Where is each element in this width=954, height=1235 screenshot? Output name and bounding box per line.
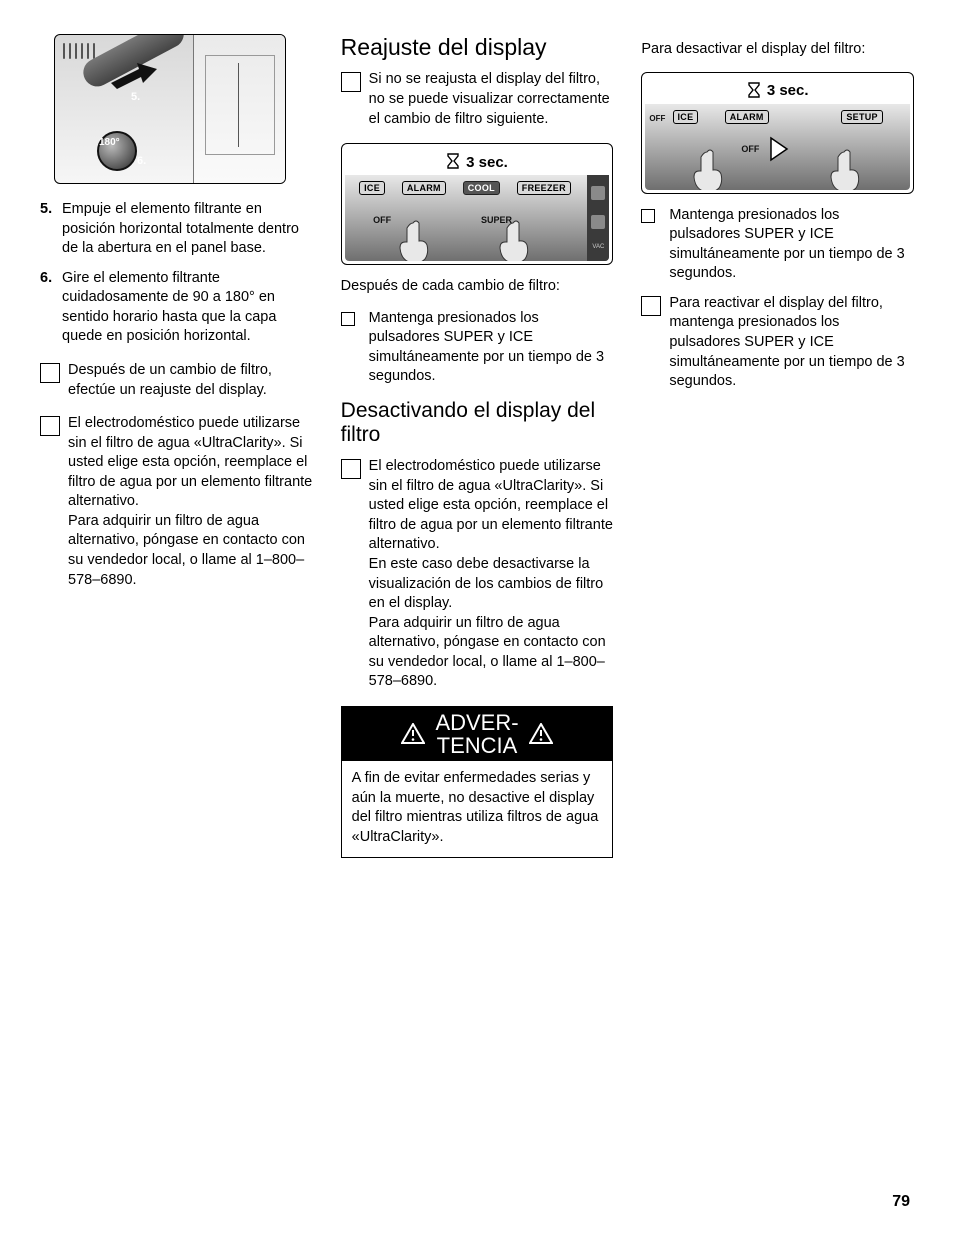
bullet-text: Mantenga presionados los pulsadores SUPE… [369,309,614,387]
note-block: El electrodoméstico puede utilizarse sin… [40,414,313,590]
note-text: Después de un cambio de filtro, efectúe … [68,361,313,400]
bullet-text: Mantenga presionados los pulsadores SUPE… [669,206,914,284]
paragraph: Para desactivar el display del filtro: [641,40,914,60]
step-list: 5. Empuje el elemento filtrante en posic… [40,200,313,347]
panel-time-label: 3 sec. [466,154,508,171]
step-number: 6. [40,269,62,347]
column-2: Reajuste del display Si no se reajusta e… [341,34,614,858]
step-text: Gire el elemento filtrante cuidadosament… [62,269,313,347]
note-text: Para adquirir un filtro de agua alternat… [369,614,614,692]
note-checkbox-icon [641,296,661,316]
note-text-group: El electrodoméstico puede utilizarse sin… [68,414,313,590]
side-text: VAC [592,244,604,250]
hourglass-icon [747,82,761,100]
figure-callout-5: 5. [131,91,140,103]
panel-button-alarm: ALARM [725,110,769,124]
hand-icon [497,219,533,261]
note-checkbox-icon [40,416,60,436]
panel-side-strip: VAC [587,175,609,261]
paragraph: Después de cada cambio de filtro: [341,277,614,297]
bullet-item: Mantenga presionados los pulsadores SUPE… [341,309,614,387]
warning-triangle-icon [529,723,553,745]
figure-callout-6: 6. [137,155,146,167]
warning-title: ADVER- TENCIA [435,711,518,757]
figure-panel-a: 3 sec. ICE ALARM COOL FREEZER OFF [341,143,614,265]
panel-button-cool: COOL [463,181,500,195]
manual-page: 5. 180° 6. 5. Empuje el elemento filtran… [0,0,954,1235]
side-icon [591,215,605,229]
figure-callout-180: 180° [99,137,120,148]
hand-icon [828,148,864,190]
panel-button-ice: ICE [359,181,385,195]
note-text: El electrodoméstico puede utilizarse sin… [68,414,313,512]
note-block: Para reactivar el display del filtro, ma… [641,294,914,392]
figure-filter-install: 5. 180° 6. [54,34,286,184]
note-text: Para reactivar el display del filtro, ma… [669,294,914,392]
note-text-group: El electrodoméstico puede utilizarse sin… [369,457,614,692]
note-text: El electrodoméstico puede utilizarse sin… [369,457,614,555]
warning-box: ADVER- TENCIA A fin de evitar enfermedad… [341,706,614,858]
side-icon [591,186,605,200]
figure-panel-b: 3 sec. OFF ICE ALARM SETUP [641,72,914,194]
note-text: Para adquirir un filtro de agua alternat… [68,512,313,590]
note-checkbox-icon [341,459,361,479]
step-5: 5. Empuje el elemento filtrante en posic… [40,200,313,259]
panel-button-ice: ICE [673,110,699,124]
heading-reajuste: Reajuste del display [341,34,614,60]
hand-icon [691,148,727,190]
columns: 5. 180° 6. 5. Empuje el elemento filtran… [40,34,914,858]
note-block: El electrodoméstico puede utilizarse sin… [341,457,614,692]
bullet-icon [641,209,655,223]
panel-button-setup: SETUP [841,110,883,124]
page-number: 79 [892,1193,910,1211]
panel-button-freezer: FREEZER [517,181,571,195]
bullet-item: Mantenga presionados los pulsadores SUPE… [641,206,914,284]
panel-button-alarm: ALARM [402,181,446,195]
panel-time-label: 3 sec. [767,82,809,99]
hand-icon [397,219,433,261]
note-block: Después de un cambio de filtro, efectúe … [40,361,313,400]
warning-body: A fin de evitar enfermedades serias y aú… [342,761,613,857]
warning-text: A fin de evitar enfermedades serias y aú… [352,769,603,847]
step-number: 5. [40,200,62,259]
step-6: 6. Gire el elemento filtrante cuidadosam… [40,269,313,347]
warning-header: ADVER- TENCIA [342,707,613,761]
note-text: En este caso debe desactivarse la visual… [369,555,614,614]
column-1: 5. 180° 6. 5. Empuje el elemento filtran… [40,34,313,858]
column-3: Para desactivar el display del filtro: 3… [641,34,914,858]
arrow-icon [111,63,157,93]
step-text: Empuje el elemento filtrante en posición… [62,200,313,259]
note-checkbox-icon [40,363,60,383]
heading-desactivando: Desactivando el display del filtro [341,399,614,447]
note-text: Si no se reajusta el display del filtro,… [369,70,614,129]
note-checkbox-icon [341,72,361,92]
note-block: Si no se reajusta el display del filtro,… [341,70,614,129]
warning-triangle-icon [401,723,425,745]
bullet-icon [341,312,355,326]
hourglass-icon [446,153,460,171]
